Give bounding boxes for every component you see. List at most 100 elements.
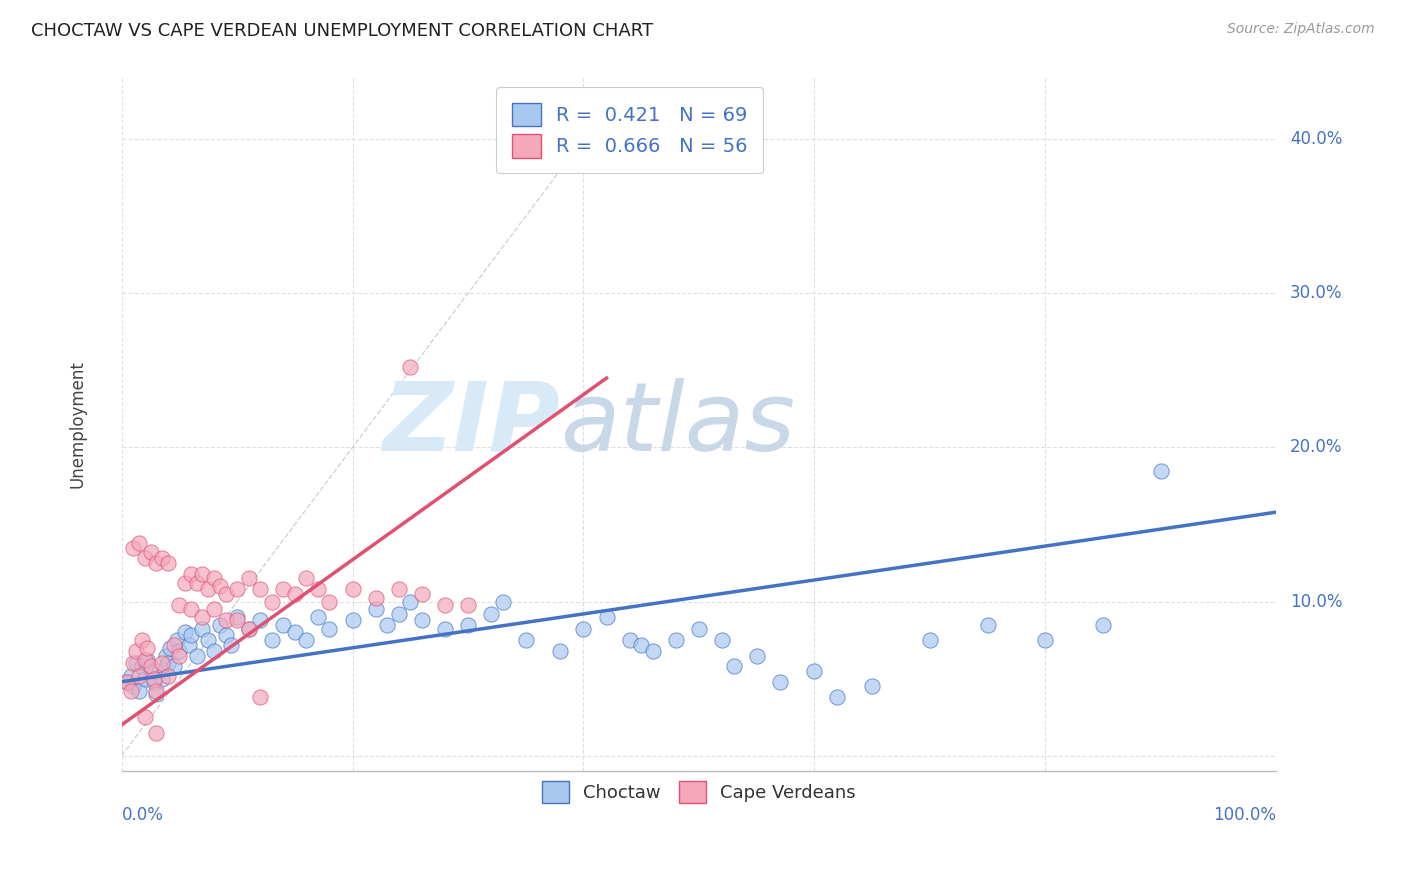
Point bbox=[136, 653, 159, 667]
Point bbox=[619, 633, 641, 648]
Point bbox=[399, 594, 422, 608]
Point bbox=[364, 602, 387, 616]
Point bbox=[411, 613, 433, 627]
Point bbox=[180, 628, 202, 642]
Text: 40.0%: 40.0% bbox=[1291, 130, 1343, 148]
Point bbox=[197, 633, 219, 648]
Point bbox=[162, 659, 184, 673]
Point bbox=[156, 556, 179, 570]
Text: ZIP: ZIP bbox=[382, 378, 561, 471]
Point bbox=[641, 644, 664, 658]
Point bbox=[572, 623, 595, 637]
Point bbox=[595, 610, 617, 624]
Point bbox=[226, 610, 249, 624]
Point bbox=[318, 623, 340, 637]
Point bbox=[156, 657, 179, 671]
Point bbox=[169, 598, 191, 612]
Point bbox=[120, 684, 142, 698]
Point bbox=[120, 668, 142, 682]
Point bbox=[457, 617, 479, 632]
Point bbox=[208, 579, 231, 593]
Point bbox=[134, 710, 156, 724]
Point bbox=[162, 638, 184, 652]
Point bbox=[388, 582, 411, 597]
Point bbox=[226, 582, 249, 597]
Point bbox=[139, 664, 162, 678]
Point bbox=[145, 725, 167, 739]
Text: atlas: atlas bbox=[561, 378, 796, 471]
Point bbox=[180, 566, 202, 581]
Point bbox=[307, 582, 329, 597]
Point bbox=[150, 672, 173, 686]
Point bbox=[128, 668, 150, 682]
Point bbox=[342, 613, 364, 627]
Text: Source: ZipAtlas.com: Source: ZipAtlas.com bbox=[1227, 22, 1375, 37]
Point bbox=[221, 638, 243, 652]
Point bbox=[214, 587, 236, 601]
Point bbox=[688, 623, 710, 637]
Point bbox=[202, 644, 225, 658]
Point bbox=[238, 623, 260, 637]
Point bbox=[143, 672, 166, 686]
Point bbox=[342, 582, 364, 597]
Point bbox=[156, 668, 179, 682]
Point bbox=[124, 644, 146, 658]
Point bbox=[128, 536, 150, 550]
Point bbox=[860, 679, 883, 693]
Point bbox=[117, 674, 139, 689]
Point bbox=[271, 582, 294, 597]
Point bbox=[388, 607, 411, 621]
Point bbox=[124, 657, 146, 671]
Point bbox=[180, 602, 202, 616]
Legend: Choctaw, Cape Verdeans: Choctaw, Cape Verdeans bbox=[534, 774, 863, 811]
Point bbox=[457, 598, 479, 612]
Point bbox=[249, 613, 271, 627]
Point bbox=[1092, 617, 1115, 632]
Point bbox=[492, 594, 515, 608]
Point bbox=[186, 648, 208, 663]
Point bbox=[226, 613, 249, 627]
Point bbox=[214, 613, 236, 627]
Point bbox=[827, 690, 849, 705]
Point bbox=[145, 556, 167, 570]
Point bbox=[202, 571, 225, 585]
Point bbox=[479, 607, 502, 621]
Point bbox=[143, 674, 166, 689]
Point bbox=[318, 594, 340, 608]
Point bbox=[174, 625, 197, 640]
Point bbox=[169, 644, 191, 658]
Point bbox=[214, 628, 236, 642]
Point bbox=[177, 638, 200, 652]
Point bbox=[1033, 633, 1056, 648]
Point bbox=[150, 551, 173, 566]
Point bbox=[260, 594, 283, 608]
Point bbox=[260, 633, 283, 648]
Point bbox=[515, 633, 537, 648]
Point bbox=[139, 659, 162, 673]
Point bbox=[433, 623, 456, 637]
Point bbox=[745, 648, 768, 663]
Point bbox=[284, 625, 307, 640]
Point bbox=[174, 576, 197, 591]
Point bbox=[155, 648, 177, 663]
Point bbox=[136, 640, 159, 655]
Point bbox=[375, 617, 398, 632]
Point bbox=[295, 633, 318, 648]
Text: Unemployment: Unemployment bbox=[69, 360, 87, 488]
Point bbox=[128, 684, 150, 698]
Point bbox=[411, 587, 433, 601]
Point bbox=[191, 623, 214, 637]
Text: 10.0%: 10.0% bbox=[1291, 592, 1343, 610]
Point bbox=[238, 571, 260, 585]
Point bbox=[166, 633, 188, 648]
Point bbox=[433, 598, 456, 612]
Point bbox=[202, 602, 225, 616]
Point bbox=[145, 687, 167, 701]
Point bbox=[122, 541, 145, 555]
Point bbox=[271, 617, 294, 632]
Point bbox=[134, 551, 156, 566]
Point bbox=[284, 587, 307, 601]
Text: CHOCTAW VS CAPE VERDEAN UNEMPLOYMENT CORRELATION CHART: CHOCTAW VS CAPE VERDEAN UNEMPLOYMENT COR… bbox=[31, 22, 652, 40]
Point bbox=[131, 659, 153, 673]
Point bbox=[169, 648, 191, 663]
